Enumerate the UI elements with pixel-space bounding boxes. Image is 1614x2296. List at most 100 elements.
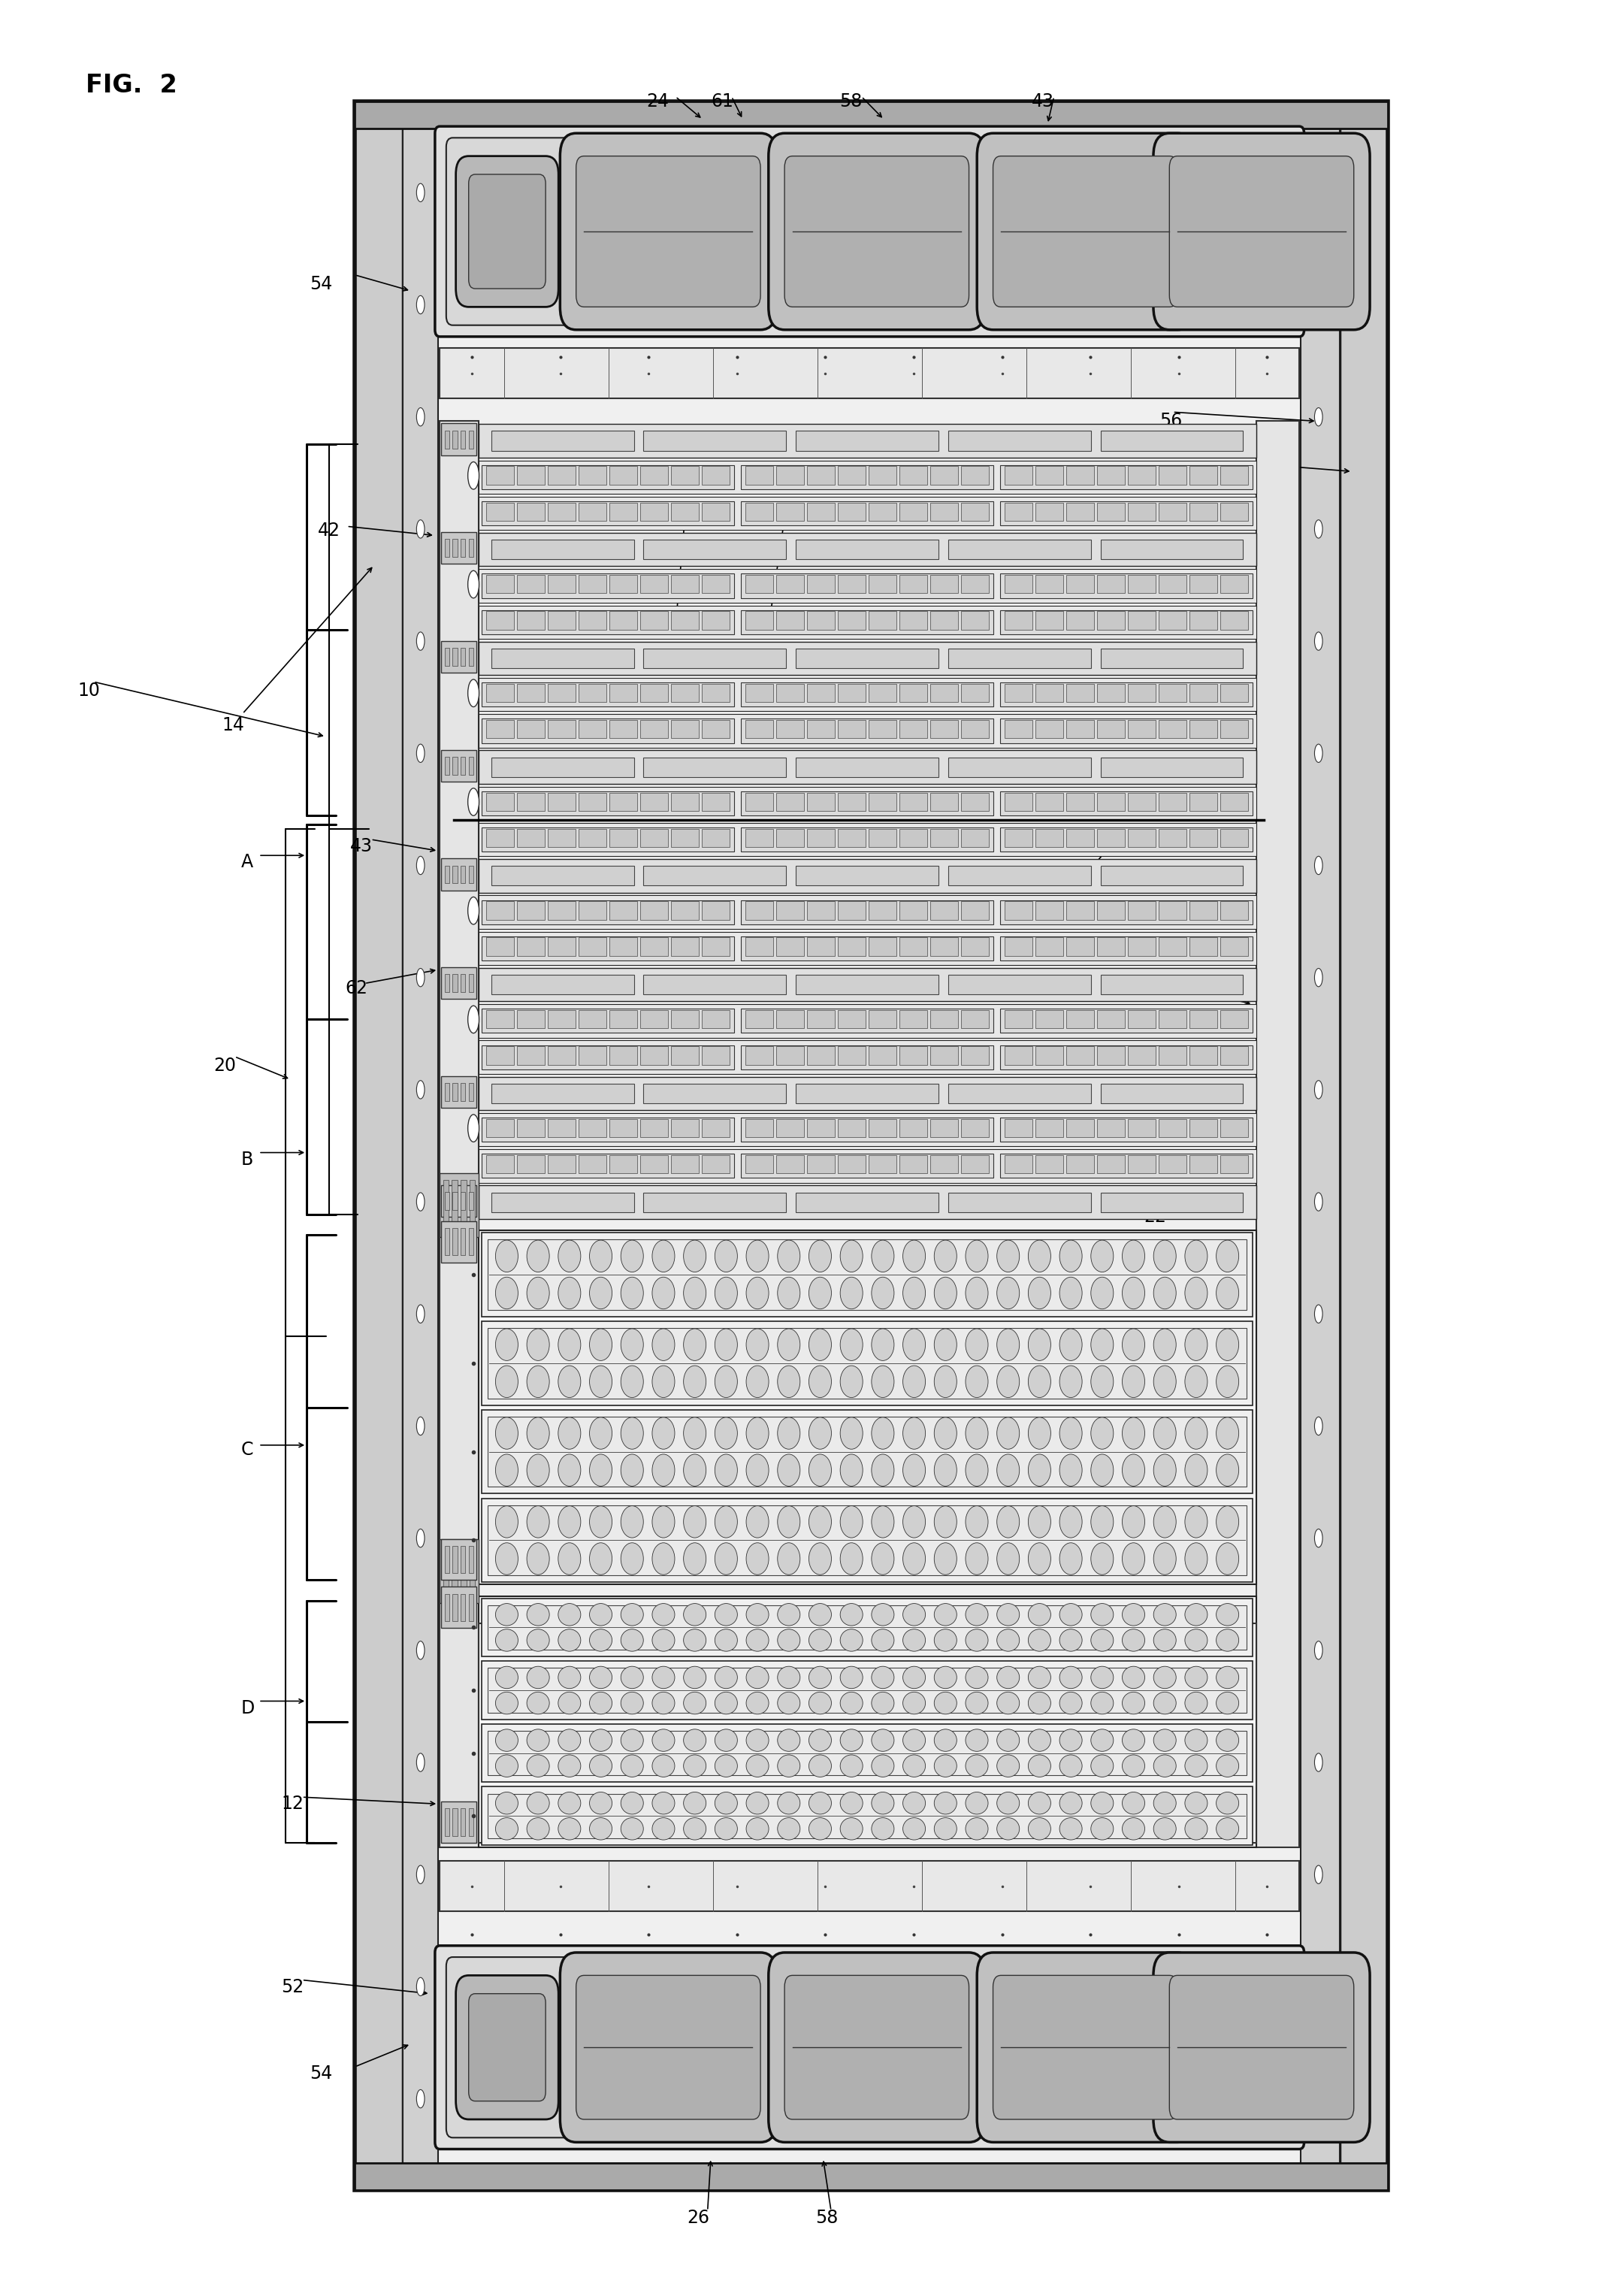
Ellipse shape: [1122, 1818, 1144, 1839]
FancyBboxPatch shape: [784, 156, 968, 308]
Ellipse shape: [1122, 1630, 1144, 1651]
Ellipse shape: [526, 1506, 549, 1538]
Ellipse shape: [683, 1603, 705, 1626]
FancyBboxPatch shape: [807, 829, 834, 847]
FancyBboxPatch shape: [481, 1410, 1252, 1495]
FancyBboxPatch shape: [671, 829, 699, 847]
Ellipse shape: [1059, 1329, 1081, 1362]
Ellipse shape: [746, 1277, 768, 1309]
FancyBboxPatch shape: [610, 1047, 638, 1065]
Ellipse shape: [468, 461, 479, 489]
FancyBboxPatch shape: [1098, 792, 1125, 810]
Ellipse shape: [621, 1729, 644, 1752]
FancyBboxPatch shape: [516, 611, 544, 629]
FancyBboxPatch shape: [1001, 1155, 1252, 1178]
FancyBboxPatch shape: [671, 611, 699, 629]
FancyBboxPatch shape: [1006, 829, 1033, 847]
FancyBboxPatch shape: [962, 721, 989, 739]
FancyBboxPatch shape: [702, 684, 730, 703]
FancyBboxPatch shape: [487, 1793, 1246, 1839]
FancyBboxPatch shape: [481, 1724, 1252, 1782]
Ellipse shape: [652, 1729, 675, 1752]
FancyBboxPatch shape: [1220, 1118, 1248, 1137]
Text: 43: 43: [350, 838, 373, 856]
Ellipse shape: [652, 1603, 675, 1626]
FancyBboxPatch shape: [516, 684, 544, 703]
Ellipse shape: [1122, 1506, 1144, 1538]
FancyBboxPatch shape: [1067, 902, 1094, 921]
FancyBboxPatch shape: [460, 1084, 465, 1102]
Text: 36: 36: [1133, 1162, 1156, 1180]
Ellipse shape: [935, 1453, 957, 1486]
FancyBboxPatch shape: [702, 902, 730, 921]
FancyBboxPatch shape: [487, 1731, 1246, 1775]
Ellipse shape: [468, 572, 479, 597]
Text: 32: 32: [1144, 1504, 1167, 1522]
Ellipse shape: [621, 1506, 644, 1538]
Ellipse shape: [1122, 1729, 1144, 1752]
Ellipse shape: [1314, 744, 1322, 762]
Ellipse shape: [1217, 1793, 1240, 1814]
Ellipse shape: [1217, 1543, 1240, 1575]
Ellipse shape: [1059, 1240, 1081, 1272]
Ellipse shape: [715, 1417, 738, 1449]
Ellipse shape: [841, 1603, 863, 1626]
FancyBboxPatch shape: [1001, 900, 1252, 925]
FancyBboxPatch shape: [644, 432, 786, 450]
FancyBboxPatch shape: [579, 1155, 607, 1173]
FancyBboxPatch shape: [441, 1538, 476, 1580]
FancyBboxPatch shape: [491, 1192, 634, 1212]
FancyBboxPatch shape: [487, 1605, 1246, 1651]
FancyBboxPatch shape: [1006, 611, 1033, 629]
FancyBboxPatch shape: [868, 937, 896, 955]
Ellipse shape: [746, 1667, 768, 1688]
Text: 60: 60: [855, 230, 878, 248]
FancyBboxPatch shape: [579, 937, 607, 955]
FancyBboxPatch shape: [838, 1155, 865, 1173]
FancyBboxPatch shape: [702, 503, 730, 521]
Ellipse shape: [1059, 1417, 1081, 1449]
FancyBboxPatch shape: [807, 1047, 834, 1065]
Ellipse shape: [1091, 1417, 1114, 1449]
Text: 10: 10: [77, 682, 100, 700]
FancyBboxPatch shape: [516, 721, 544, 739]
FancyBboxPatch shape: [355, 101, 1388, 129]
Ellipse shape: [1122, 1417, 1144, 1449]
Ellipse shape: [965, 1754, 988, 1777]
FancyBboxPatch shape: [930, 684, 959, 703]
Ellipse shape: [902, 1667, 925, 1688]
Ellipse shape: [652, 1630, 675, 1651]
FancyBboxPatch shape: [460, 1180, 466, 1231]
Ellipse shape: [1091, 1729, 1114, 1752]
Text: 24: 24: [647, 92, 670, 110]
FancyBboxPatch shape: [610, 574, 638, 592]
Ellipse shape: [589, 1667, 612, 1688]
Ellipse shape: [558, 1506, 581, 1538]
Ellipse shape: [495, 1754, 518, 1777]
FancyBboxPatch shape: [491, 540, 634, 560]
FancyBboxPatch shape: [1170, 156, 1354, 308]
Ellipse shape: [1217, 1329, 1240, 1362]
FancyBboxPatch shape: [478, 895, 1256, 930]
Ellipse shape: [1122, 1667, 1144, 1688]
FancyBboxPatch shape: [741, 1118, 994, 1141]
Ellipse shape: [715, 1754, 738, 1777]
FancyBboxPatch shape: [478, 606, 1256, 638]
FancyBboxPatch shape: [962, 1118, 989, 1137]
Ellipse shape: [1028, 1543, 1051, 1575]
FancyBboxPatch shape: [579, 1047, 607, 1065]
FancyBboxPatch shape: [702, 829, 730, 847]
FancyBboxPatch shape: [1067, 503, 1094, 521]
Ellipse shape: [965, 1240, 988, 1272]
FancyBboxPatch shape: [838, 1047, 865, 1065]
Ellipse shape: [468, 1114, 479, 1141]
FancyBboxPatch shape: [491, 976, 634, 994]
Ellipse shape: [715, 1729, 738, 1752]
Ellipse shape: [841, 1667, 863, 1688]
FancyBboxPatch shape: [1067, 1118, 1094, 1137]
FancyBboxPatch shape: [702, 611, 730, 629]
Ellipse shape: [416, 744, 424, 762]
Ellipse shape: [1314, 1642, 1322, 1660]
FancyBboxPatch shape: [1098, 902, 1125, 921]
Ellipse shape: [589, 1754, 612, 1777]
